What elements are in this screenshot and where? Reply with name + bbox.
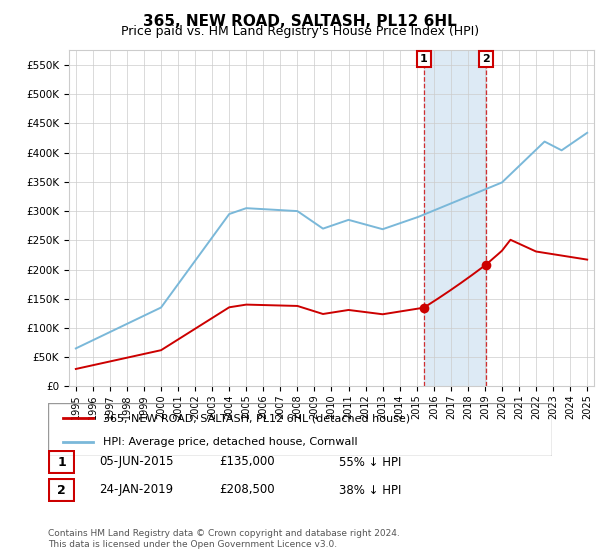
Text: 55% ↓ HPI: 55% ↓ HPI [339,455,401,469]
Text: 24-JAN-2019: 24-JAN-2019 [99,483,173,497]
Text: 1: 1 [420,54,428,64]
Text: 365, NEW ROAD, SALTASH, PL12 6HL (detached house): 365, NEW ROAD, SALTASH, PL12 6HL (detach… [103,413,410,423]
Text: HPI: Average price, detached house, Cornwall: HPI: Average price, detached house, Corn… [103,436,358,446]
Text: Price paid vs. HM Land Registry's House Price Index (HPI): Price paid vs. HM Land Registry's House … [121,25,479,38]
Text: 2: 2 [482,54,490,64]
Text: 365, NEW ROAD, SALTASH, PL12 6HL: 365, NEW ROAD, SALTASH, PL12 6HL [143,14,457,29]
Text: 38% ↓ HPI: 38% ↓ HPI [339,483,401,497]
Text: £135,000: £135,000 [219,455,275,469]
Text: Contains HM Land Registry data © Crown copyright and database right 2024.
This d: Contains HM Land Registry data © Crown c… [48,529,400,549]
Bar [424,50,486,386]
Text: 1: 1 [57,455,66,469]
Text: 05-JUN-2015: 05-JUN-2015 [99,455,173,469]
Text: £208,500: £208,500 [219,483,275,497]
Text: 2: 2 [57,483,66,497]
